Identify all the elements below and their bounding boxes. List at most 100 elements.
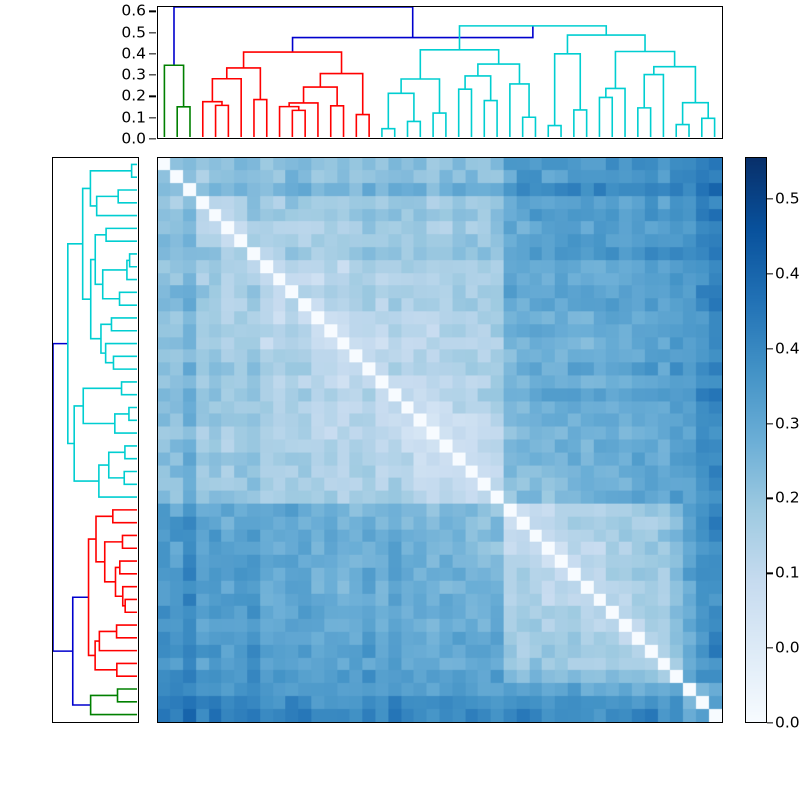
top-dendrogram-ytick-label: 0.0 xyxy=(121,129,146,148)
dendrogram-link xyxy=(387,92,415,129)
dendrogram-link xyxy=(123,470,137,486)
heatmap-matrix[interactable] xyxy=(158,158,722,722)
dendrogram-link xyxy=(483,99,498,137)
dendrogram-link xyxy=(643,73,665,137)
dendrogram-link xyxy=(355,113,370,137)
dendrogram-link xyxy=(121,534,137,550)
dendrogram-link xyxy=(225,67,262,100)
top-dendrogram-ytick-mark xyxy=(149,74,156,76)
dendrogram-link xyxy=(329,105,345,137)
colorbar-tick-label: 0.08 xyxy=(775,638,800,657)
dendrogram-link xyxy=(82,387,122,425)
colorbar-tick-label: 0.24 xyxy=(775,488,800,507)
dendrogram-link xyxy=(464,75,492,101)
dendrogram-link xyxy=(598,96,614,137)
dendrogram-link xyxy=(116,688,137,703)
colorbar-tick-label: 0.16 xyxy=(775,563,800,582)
dendrogram-link xyxy=(400,78,441,114)
dendrogram-link xyxy=(71,596,91,706)
dendrogram-link xyxy=(605,87,626,137)
top-dendrogram-ytick-label: 0.4 xyxy=(121,44,146,63)
colorbar-tick-mark xyxy=(767,497,773,500)
dendrogram-link xyxy=(126,259,137,281)
heatmap[interactable] xyxy=(157,157,723,723)
left-dendrogram-plot xyxy=(53,163,137,716)
dendrogram-link xyxy=(406,120,422,137)
colorbar-tick-labels: 0.00 0.08 0.16 0.24 0.32 0.40 0.48 0.56 xyxy=(767,157,800,730)
dendrogram-link xyxy=(521,116,537,137)
dendrogram-link xyxy=(114,413,137,434)
colorbar-tick-label: 0.48 xyxy=(775,264,800,283)
top-dendrogram xyxy=(157,6,723,139)
dendrogram-link xyxy=(101,269,127,300)
dendrogram-link xyxy=(130,163,137,178)
dendrogram-link xyxy=(128,406,137,422)
top-dendrogram-ytick-label: 0.6 xyxy=(121,1,146,20)
dendrogram-link xyxy=(253,98,268,137)
dendrogram-link xyxy=(98,630,137,652)
dendrogram-link xyxy=(637,107,652,137)
dendrogram-link xyxy=(103,541,123,583)
top-dendrogram-ytick-mark xyxy=(149,117,156,119)
dendrogram-link xyxy=(288,102,319,137)
dendrogram-link xyxy=(176,106,191,137)
dendrogram-link xyxy=(53,342,73,652)
dendrogram-link xyxy=(118,291,137,306)
dendrogram-link xyxy=(95,515,113,563)
top-dendrogram-ytick-mark xyxy=(149,138,156,140)
dendrogram-link xyxy=(67,242,83,445)
dendrogram-link xyxy=(214,104,230,137)
dendrogram-link xyxy=(573,109,588,137)
dendrogram-link xyxy=(701,117,716,137)
colorbar-tick-mark xyxy=(767,647,773,649)
dendrogram-link xyxy=(319,72,364,115)
dendrogram-link xyxy=(458,25,608,50)
dendrogram-link xyxy=(73,405,99,482)
dendrogram-link xyxy=(432,112,447,137)
colorbar-tick-mark xyxy=(767,198,773,200)
dendrogram-link xyxy=(211,77,242,137)
dendrogram-link xyxy=(89,169,132,207)
colorbar-tick-label: 0.40 xyxy=(775,339,800,358)
colorbar-gradient xyxy=(746,158,766,722)
dendrogram-link xyxy=(201,100,223,137)
dendrogram-link xyxy=(114,566,123,598)
top-dendrogram-ytick-mark xyxy=(149,31,156,34)
dendrogram-link xyxy=(291,25,534,53)
colorbar-tick-mark xyxy=(767,348,773,350)
dendrogram-link xyxy=(302,86,338,106)
top-dendrogram-plot xyxy=(163,7,716,137)
top-dendrogram-ytick-mark xyxy=(149,53,156,55)
dendrogram-link xyxy=(124,445,137,460)
dendrogram-link xyxy=(110,317,137,332)
dendrogram-link xyxy=(457,88,473,137)
colorbar-tick-label: 0.32 xyxy=(775,413,800,432)
dendrogram-link xyxy=(100,323,112,354)
dendrogram-link xyxy=(653,65,697,103)
colorbar xyxy=(745,157,767,723)
dendrogram-link xyxy=(95,195,137,217)
top-dendrogram-ytick-label: 0.2 xyxy=(121,86,146,105)
colorbar-tick-mark xyxy=(767,572,773,574)
dendrogram-link xyxy=(419,49,500,80)
dendrogram-link xyxy=(116,662,137,678)
dendrogram-link xyxy=(681,101,710,125)
dendrogram-link xyxy=(614,50,676,89)
top-dendrogram-ytick-label: 0.5 xyxy=(121,22,146,41)
top-dendrogram-ytick-label: 0.3 xyxy=(121,65,146,84)
dendrogram-link xyxy=(128,253,137,268)
dendrogram-link xyxy=(112,355,137,370)
dendrogram-link xyxy=(547,124,562,137)
dendrogram-link xyxy=(118,560,137,575)
top-dendrogram-yaxis: 0.0 0.1 0.2 0.3 0.4 0.5 0.6 xyxy=(110,0,156,148)
dendrogram-link xyxy=(173,7,414,66)
dendrogram-link xyxy=(115,624,137,639)
dendrogram-link xyxy=(477,63,521,84)
dendrogram-link xyxy=(89,258,101,340)
dendrogram-link xyxy=(112,509,137,524)
dendrogram-link xyxy=(553,53,582,126)
dendrogram-link xyxy=(120,381,137,396)
dendrogram-link xyxy=(89,694,137,716)
top-dendrogram-ytick-label: 0.1 xyxy=(121,107,146,126)
